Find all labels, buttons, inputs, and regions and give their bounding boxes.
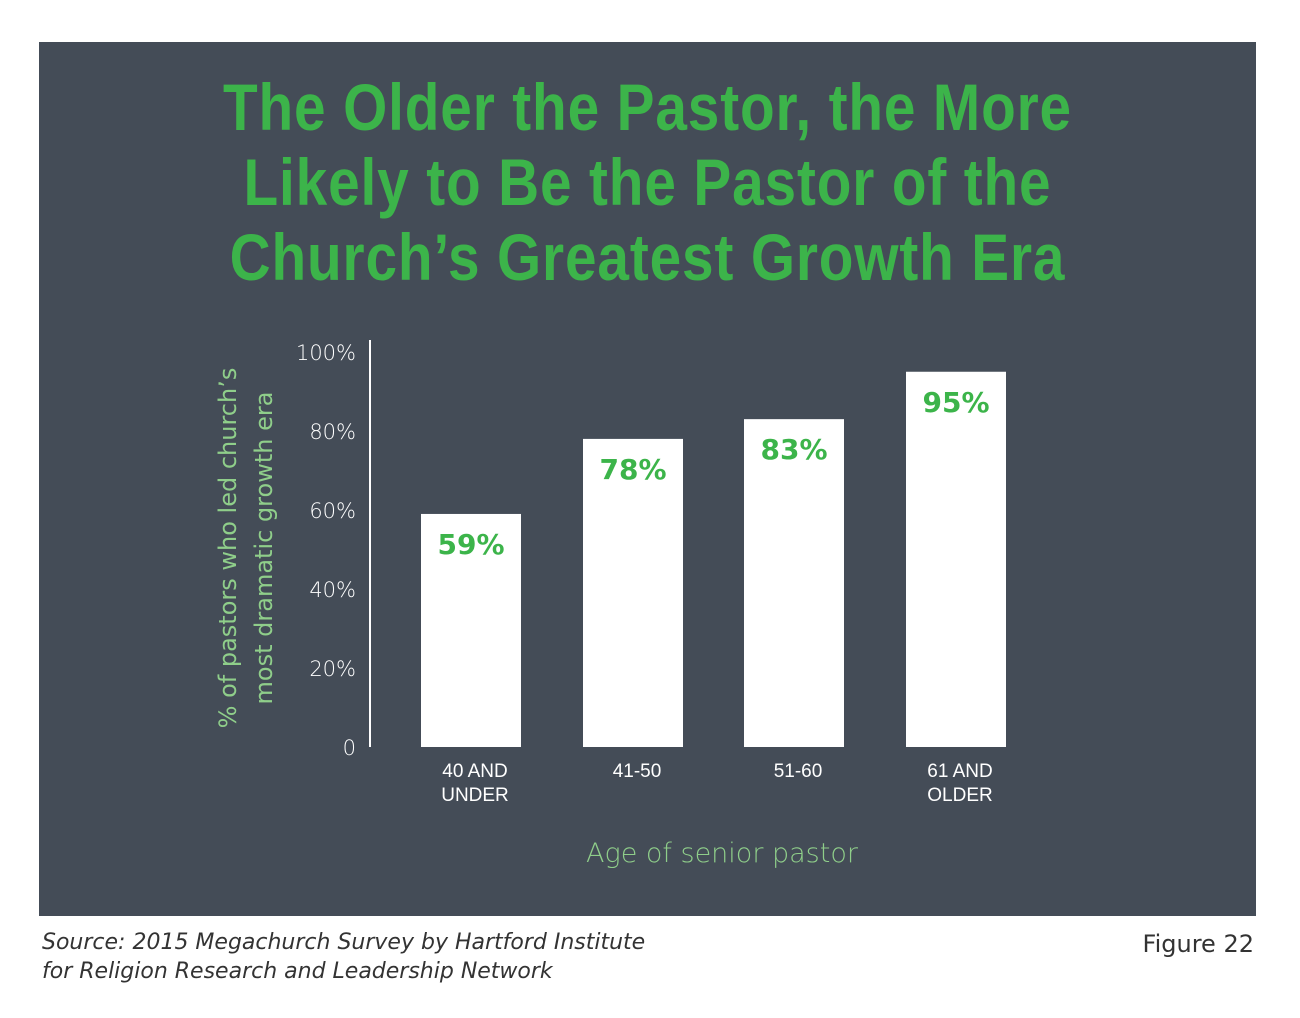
title-line: Likely to Be the Pastor of the xyxy=(243,145,1052,219)
source-line: for Religion Research and Leadership Net… xyxy=(42,959,553,984)
y-axis-title: most dramatic growth era xyxy=(250,392,278,705)
data-label: 83% xyxy=(760,433,827,466)
chart-title: The Older the Pastor, the More Likely to… xyxy=(124,70,1171,295)
y-axis-title: % of pastors who led church’s xyxy=(214,368,242,729)
x-tick-label: OLDER xyxy=(927,785,992,806)
x-tick-label: UNDER xyxy=(441,785,509,806)
y-tick-label: 0 xyxy=(343,736,356,760)
y-tick-label: 40% xyxy=(309,578,356,602)
x-tick-label: 61 AND xyxy=(927,761,992,782)
data-label: 59% xyxy=(437,528,504,561)
title-line: Church’s Greatest Growth Era xyxy=(229,220,1066,294)
bar xyxy=(583,438,683,747)
bar xyxy=(906,371,1006,747)
y-tick-label: 100% xyxy=(296,341,356,365)
y-tick-label: 80% xyxy=(309,420,356,444)
figure-label: Figure 22 xyxy=(1142,930,1254,958)
data-label: 78% xyxy=(599,453,666,486)
title-line: The Older the Pastor, the More xyxy=(222,70,1072,144)
bar xyxy=(744,419,844,747)
data-label: 95% xyxy=(922,386,989,419)
x-axis-title: Age of senior pastor xyxy=(586,838,859,869)
x-tick-label: 41-50 xyxy=(613,761,662,782)
source-line: Source: 2015 Megachurch Survey by Hartfo… xyxy=(42,930,646,955)
source-note: Source: 2015 Megachurch Survey by Hartfo… xyxy=(42,928,645,986)
y-tick-label: 20% xyxy=(309,657,356,681)
x-tick-label: 51-60 xyxy=(774,761,823,782)
x-tick-label: 40 AND xyxy=(442,761,507,782)
bar xyxy=(421,513,521,747)
y-tick-label: 60% xyxy=(309,499,356,523)
